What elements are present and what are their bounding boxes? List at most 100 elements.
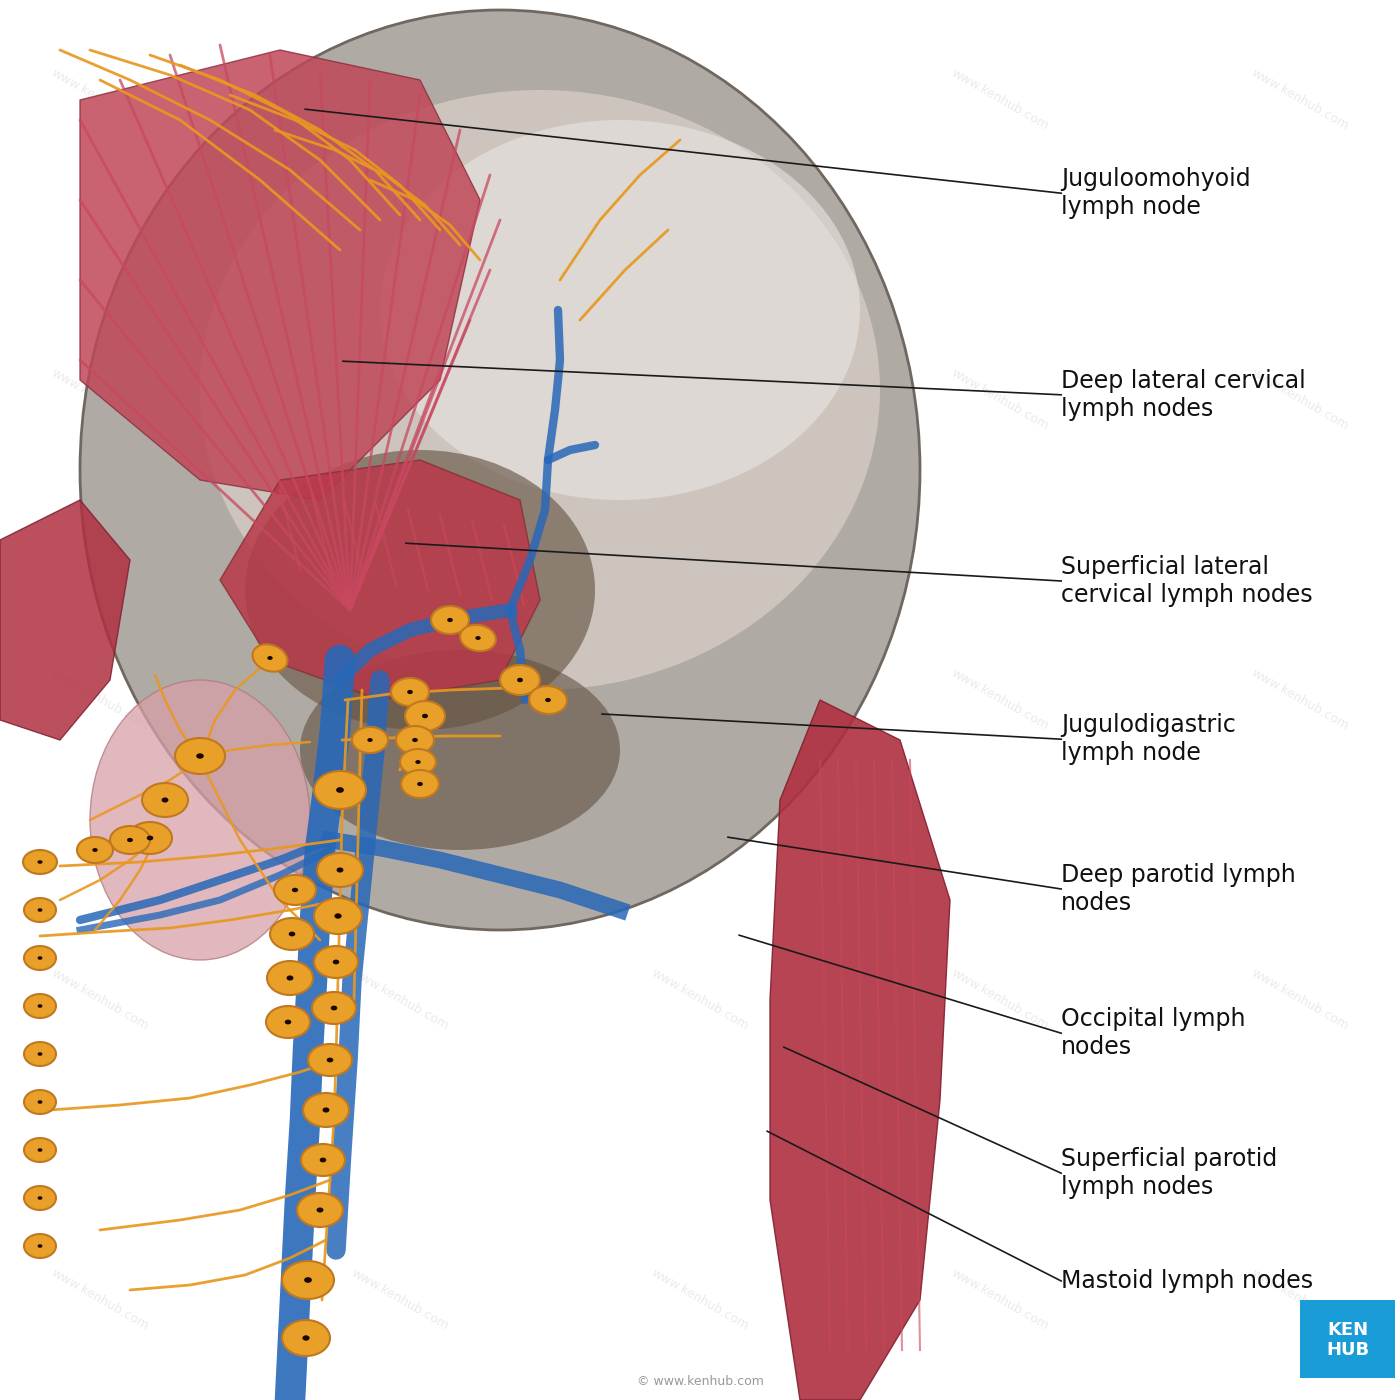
Ellipse shape: [301, 1144, 344, 1176]
Ellipse shape: [291, 888, 298, 892]
Ellipse shape: [396, 727, 434, 755]
Ellipse shape: [417, 781, 423, 787]
Ellipse shape: [267, 657, 273, 659]
Ellipse shape: [270, 918, 314, 951]
Ellipse shape: [421, 714, 428, 718]
Ellipse shape: [367, 738, 372, 742]
Ellipse shape: [517, 678, 524, 682]
Ellipse shape: [284, 1019, 291, 1025]
Ellipse shape: [141, 783, 188, 818]
Text: © www.kenhub.com: © www.kenhub.com: [637, 1375, 763, 1387]
Ellipse shape: [281, 1320, 330, 1357]
FancyBboxPatch shape: [1301, 1301, 1394, 1378]
Text: KEN
HUB: KEN HUB: [1326, 1322, 1369, 1359]
Ellipse shape: [24, 1091, 56, 1114]
Text: www.kenhub.com: www.kenhub.com: [49, 967, 151, 1033]
Ellipse shape: [335, 913, 342, 918]
Ellipse shape: [161, 798, 168, 802]
Ellipse shape: [24, 1233, 56, 1259]
Ellipse shape: [38, 1196, 42, 1200]
Ellipse shape: [461, 624, 496, 651]
Ellipse shape: [175, 738, 225, 774]
Ellipse shape: [308, 1044, 351, 1077]
Ellipse shape: [38, 1245, 42, 1247]
Ellipse shape: [336, 787, 344, 792]
Ellipse shape: [24, 946, 56, 970]
Ellipse shape: [400, 770, 440, 798]
Ellipse shape: [252, 644, 287, 672]
Text: www.kenhub.com: www.kenhub.com: [49, 67, 151, 133]
Polygon shape: [220, 461, 540, 700]
Ellipse shape: [38, 909, 42, 911]
Ellipse shape: [391, 678, 428, 706]
Ellipse shape: [314, 897, 363, 934]
Ellipse shape: [333, 959, 339, 965]
Ellipse shape: [266, 1007, 309, 1037]
Text: www.kenhub.com: www.kenhub.com: [1249, 67, 1351, 133]
Ellipse shape: [326, 1057, 333, 1063]
Ellipse shape: [38, 1148, 42, 1152]
Ellipse shape: [500, 665, 540, 694]
Ellipse shape: [38, 1100, 42, 1103]
Text: www.kenhub.com: www.kenhub.com: [949, 1267, 1051, 1333]
Ellipse shape: [77, 837, 113, 862]
Ellipse shape: [545, 697, 550, 703]
Text: www.kenhub.com: www.kenhub.com: [349, 967, 451, 1033]
Ellipse shape: [407, 690, 413, 694]
Ellipse shape: [38, 860, 42, 864]
Text: www.kenhub.com: www.kenhub.com: [1249, 666, 1351, 734]
Ellipse shape: [38, 1004, 42, 1008]
Text: www.kenhub.com: www.kenhub.com: [650, 67, 750, 133]
Text: www.kenhub.com: www.kenhub.com: [650, 666, 750, 734]
Ellipse shape: [319, 1158, 326, 1162]
Ellipse shape: [24, 994, 56, 1018]
Text: www.kenhub.com: www.kenhub.com: [949, 666, 1051, 734]
Text: www.kenhub.com: www.kenhub.com: [49, 367, 151, 433]
Ellipse shape: [316, 853, 363, 888]
Text: www.kenhub.com: www.kenhub.com: [49, 1267, 151, 1333]
Ellipse shape: [302, 1093, 349, 1127]
Ellipse shape: [147, 836, 154, 840]
Text: www.kenhub.com: www.kenhub.com: [1249, 367, 1351, 433]
Ellipse shape: [92, 848, 98, 853]
Text: Juguloomohyoid
lymph node: Juguloomohyoid lymph node: [1061, 167, 1250, 220]
Ellipse shape: [38, 1053, 42, 1056]
Ellipse shape: [476, 636, 480, 640]
Ellipse shape: [111, 826, 150, 854]
Text: Jugulodigastric
lymph node: Jugulodigastric lymph node: [1061, 714, 1236, 764]
Ellipse shape: [196, 753, 204, 759]
Ellipse shape: [267, 960, 314, 995]
Ellipse shape: [90, 680, 309, 960]
Text: Superficial parotid
lymph nodes: Superficial parotid lymph nodes: [1061, 1148, 1277, 1198]
Polygon shape: [80, 50, 480, 500]
Ellipse shape: [304, 1277, 312, 1282]
Ellipse shape: [300, 650, 620, 850]
Text: Deep lateral cervical
lymph nodes: Deep lateral cervical lymph nodes: [1061, 368, 1306, 420]
Ellipse shape: [447, 617, 452, 622]
Text: www.kenhub.com: www.kenhub.com: [49, 666, 151, 734]
Text: www.kenhub.com: www.kenhub.com: [650, 367, 750, 433]
Text: Mastoid lymph nodes: Mastoid lymph nodes: [1061, 1268, 1313, 1294]
Text: www.kenhub.com: www.kenhub.com: [949, 367, 1051, 433]
Ellipse shape: [274, 875, 316, 904]
Text: www.kenhub.com: www.kenhub.com: [349, 67, 451, 133]
Text: www.kenhub.com: www.kenhub.com: [349, 1267, 451, 1333]
Text: www.kenhub.com: www.kenhub.com: [1249, 967, 1351, 1033]
Text: www.kenhub.com: www.kenhub.com: [1249, 1267, 1351, 1333]
Ellipse shape: [80, 10, 920, 930]
Ellipse shape: [314, 771, 365, 809]
Ellipse shape: [316, 1207, 323, 1212]
Ellipse shape: [379, 120, 860, 500]
Text: www.kenhub.com: www.kenhub.com: [949, 67, 1051, 133]
Ellipse shape: [412, 738, 417, 742]
Ellipse shape: [302, 1336, 309, 1341]
Ellipse shape: [38, 956, 42, 960]
Ellipse shape: [288, 931, 295, 937]
Ellipse shape: [312, 993, 356, 1023]
Text: Occipital lymph
nodes: Occipital lymph nodes: [1061, 1008, 1246, 1058]
Text: www.kenhub.com: www.kenhub.com: [949, 967, 1051, 1033]
Ellipse shape: [351, 727, 388, 753]
Ellipse shape: [24, 897, 56, 923]
Text: Superficial lateral
cervical lymph nodes: Superficial lateral cervical lymph nodes: [1061, 554, 1313, 608]
Ellipse shape: [22, 850, 57, 874]
